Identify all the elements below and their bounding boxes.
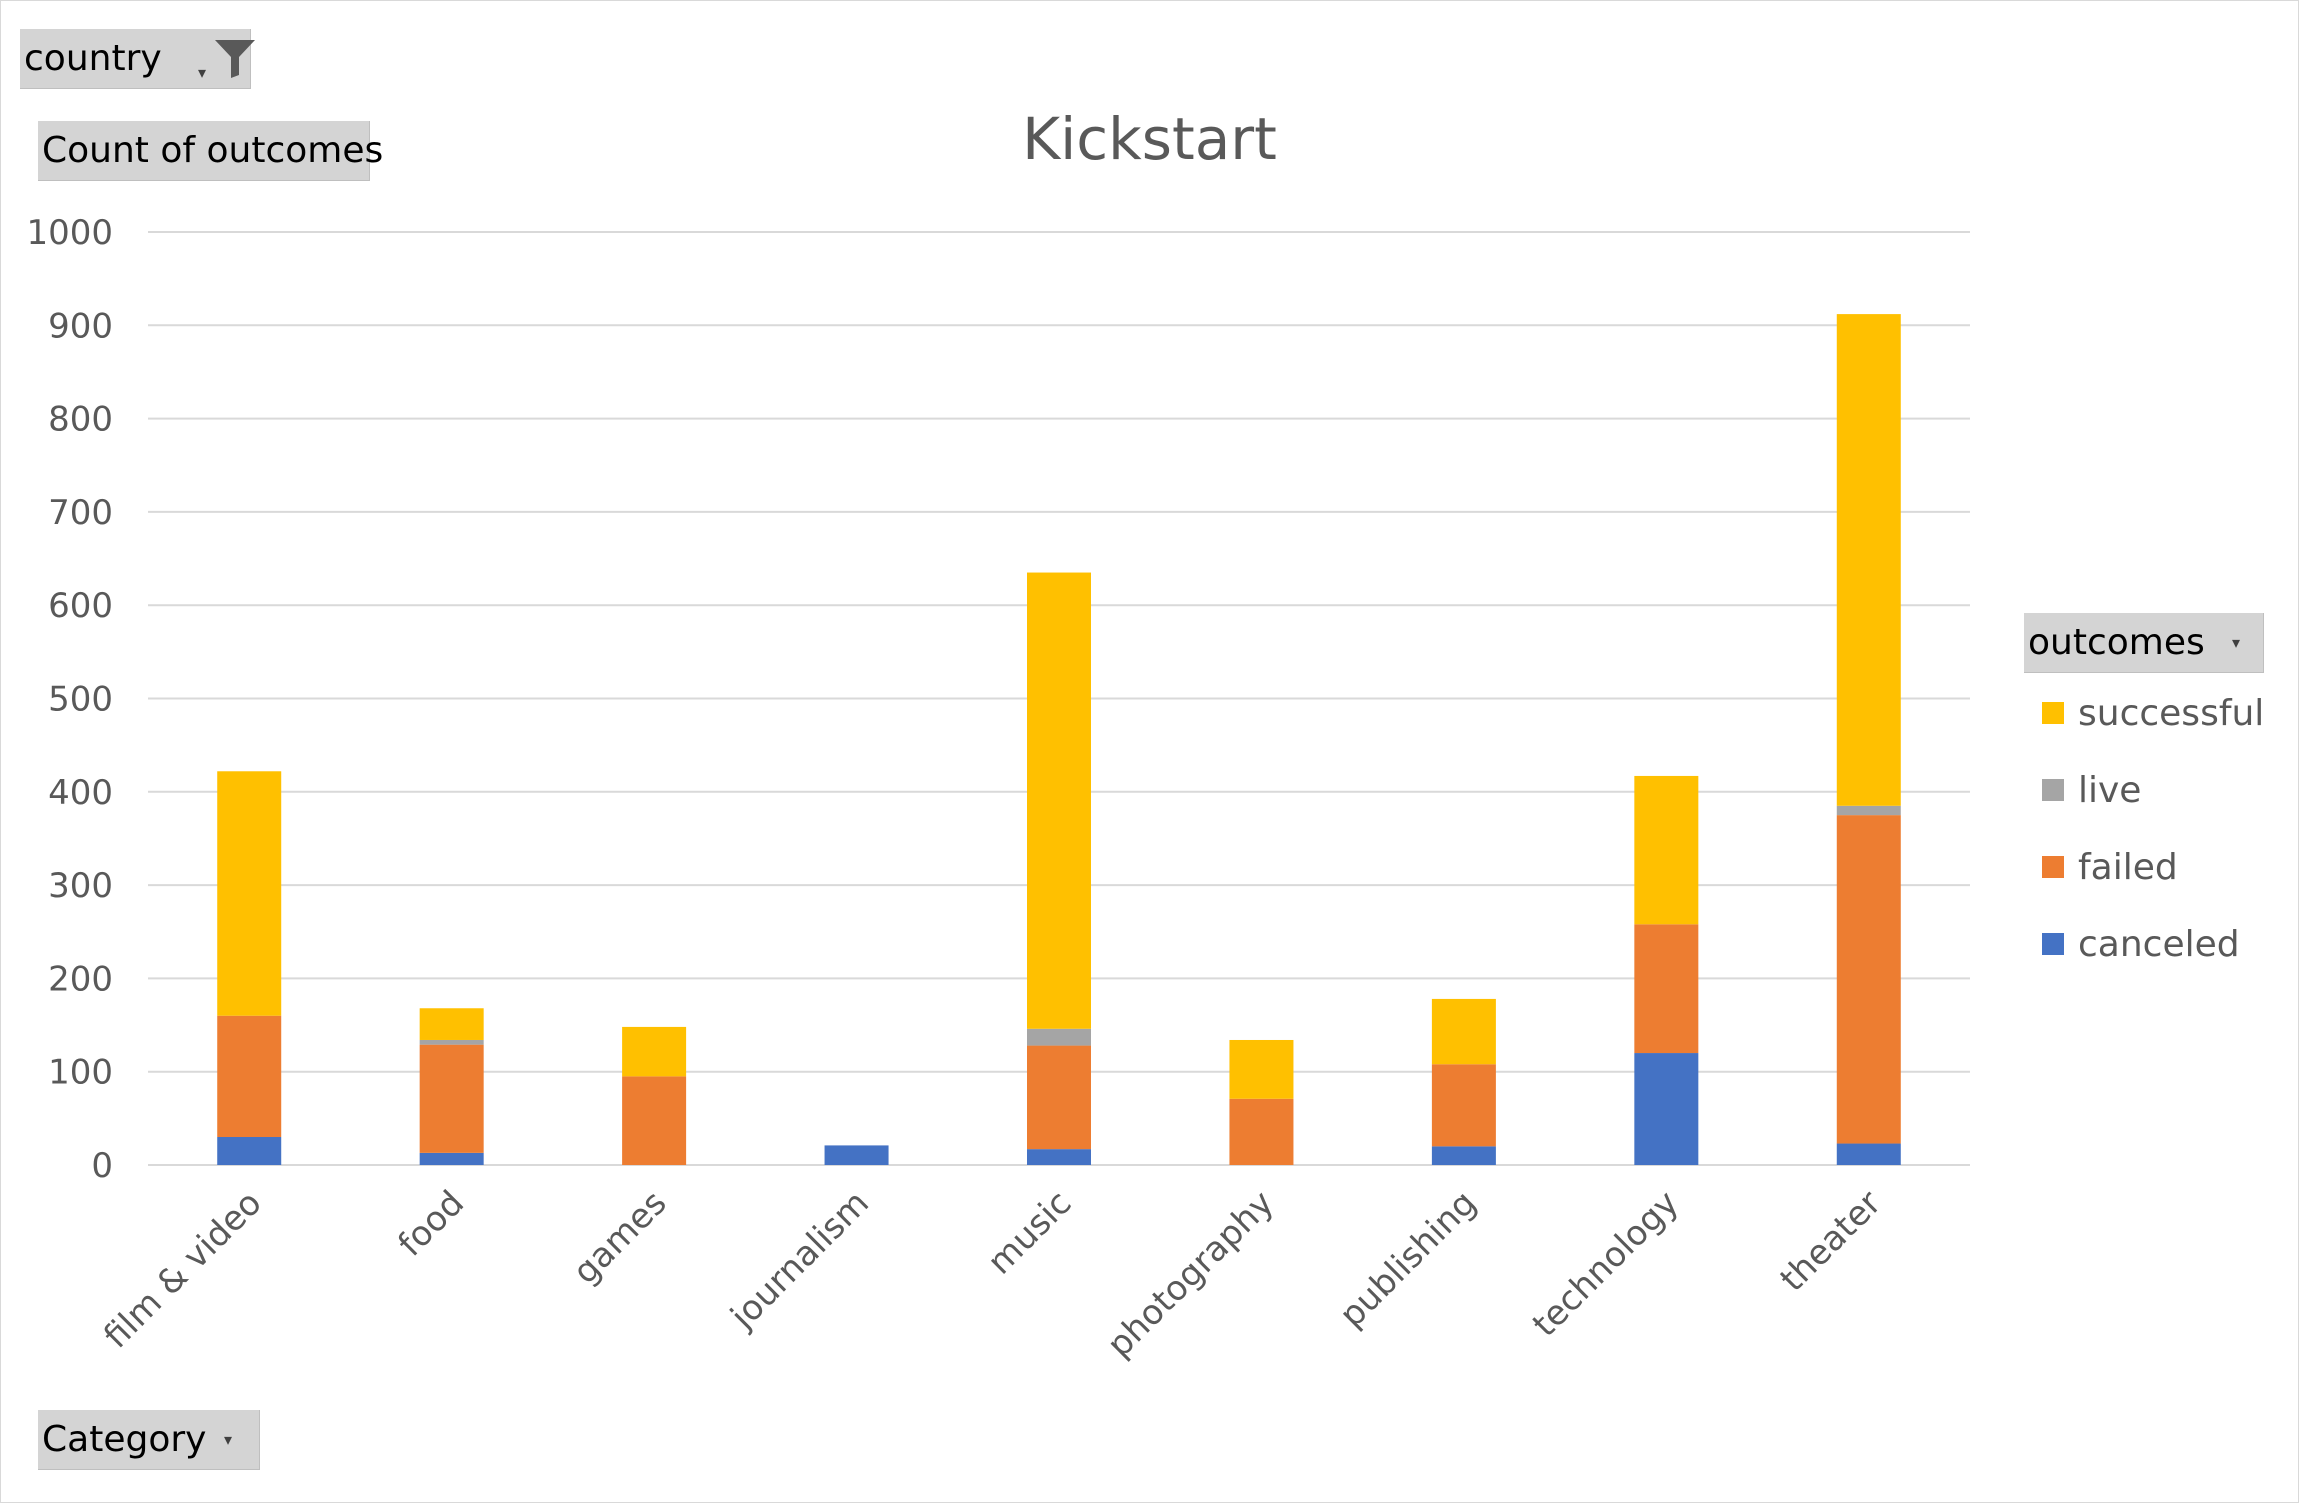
bar-live-food[interactable] bbox=[419, 1039, 484, 1045]
bar-successful-publishing[interactable] bbox=[1431, 998, 1496, 1065]
legend-item-live[interactable]: live bbox=[2042, 769, 2142, 811]
legend-item-canceled[interactable]: canceled bbox=[2042, 923, 2240, 965]
bar-successful-food[interactable] bbox=[419, 1008, 484, 1040]
dropdown-arrow-icon: ▾ bbox=[224, 1430, 233, 1449]
bar-canceled-journalism[interactable] bbox=[824, 1145, 889, 1165]
legend-swatch bbox=[2042, 933, 2064, 955]
category-field-button[interactable]: Category ▾ bbox=[38, 1410, 260, 1470]
legend-label: live bbox=[2078, 769, 2142, 811]
filter-icon bbox=[213, 38, 257, 84]
bar-live-theater[interactable] bbox=[1836, 805, 1901, 816]
y-tick-label: 200 bbox=[48, 959, 113, 999]
bar-canceled-film-video[interactable] bbox=[217, 1137, 282, 1165]
dropdown-arrow-icon: ▾ bbox=[198, 63, 207, 82]
country-filter-label: country bbox=[24, 38, 162, 79]
category-field-label: Category bbox=[42, 1419, 207, 1460]
y-tick-label: 800 bbox=[48, 400, 113, 440]
bar-successful-photography[interactable] bbox=[1229, 1039, 1294, 1099]
bar-canceled-publishing[interactable] bbox=[1431, 1146, 1496, 1165]
legend-label: successful bbox=[2078, 692, 2265, 734]
x-tick-label: film & video bbox=[96, 1183, 269, 1356]
x-tick-label: games bbox=[565, 1183, 674, 1292]
bar-live-music[interactable] bbox=[1027, 1028, 1091, 1046]
bar-failed-theater[interactable] bbox=[1836, 815, 1901, 1144]
y-tick-label: 700 bbox=[48, 493, 113, 533]
bar-failed-music[interactable] bbox=[1027, 1045, 1091, 1150]
legend-swatch bbox=[2042, 702, 2064, 724]
bar-successful-film-video[interactable] bbox=[217, 771, 282, 1016]
y-tick-label: 1000 bbox=[26, 213, 113, 253]
y-tick-label: 600 bbox=[48, 586, 113, 626]
bar-successful-theater[interactable] bbox=[1836, 314, 1901, 806]
bar-canceled-technology[interactable] bbox=[1634, 1053, 1699, 1165]
legend-swatch bbox=[2042, 856, 2064, 878]
bar-failed-publishing[interactable] bbox=[1431, 1064, 1496, 1147]
y-tick-label: 300 bbox=[48, 866, 113, 906]
x-tick-label: technology bbox=[1525, 1183, 1687, 1345]
x-tick-label: food bbox=[391, 1183, 472, 1264]
legend-field-label: outcomes bbox=[2028, 622, 2205, 663]
chart-title: Kickstart bbox=[1022, 105, 1277, 173]
bar-failed-technology[interactable] bbox=[1634, 924, 1699, 1054]
bar-canceled-food[interactable] bbox=[419, 1152, 484, 1165]
legend-swatch bbox=[2042, 779, 2064, 801]
legend-field-button[interactable]: outcomes ▾ bbox=[2024, 613, 2264, 673]
y-tick-label: 500 bbox=[48, 680, 113, 720]
y-tick-label: 100 bbox=[48, 1053, 113, 1093]
bar-canceled-music[interactable] bbox=[1027, 1149, 1091, 1165]
bar-failed-food[interactable] bbox=[419, 1044, 484, 1153]
x-tick-label: journalism bbox=[723, 1183, 877, 1337]
value-field-label: Count of outcomes bbox=[42, 130, 384, 171]
dropdown-arrow-icon: ▾ bbox=[2232, 633, 2241, 652]
bar-failed-film-video[interactable] bbox=[217, 1015, 282, 1138]
legend-label: canceled bbox=[2078, 923, 2240, 965]
country-filter-button[interactable]: country ▾ bbox=[20, 29, 255, 89]
x-tick-label: music bbox=[980, 1183, 1079, 1282]
bar-successful-technology[interactable] bbox=[1634, 775, 1699, 925]
bar-failed-games[interactable] bbox=[622, 1076, 687, 1165]
bar-successful-games[interactable] bbox=[622, 1026, 687, 1077]
bar-successful-music[interactable] bbox=[1027, 572, 1091, 1029]
legend-item-successful[interactable]: successful bbox=[2042, 692, 2265, 734]
x-tick-label: theater bbox=[1773, 1183, 1890, 1300]
x-tick-label: publishing bbox=[1332, 1183, 1484, 1335]
value-field-button[interactable]: Count of outcomes bbox=[38, 121, 383, 181]
y-tick-label: 900 bbox=[48, 306, 113, 346]
bar-failed-photography[interactable] bbox=[1229, 1098, 1294, 1165]
legend-item-failed[interactable]: failed bbox=[2042, 846, 2178, 888]
y-tick-label: 400 bbox=[48, 773, 113, 813]
y-tick-label: 0 bbox=[91, 1146, 113, 1186]
bar-canceled-theater[interactable] bbox=[1836, 1143, 1901, 1165]
legend-label: failed bbox=[2078, 846, 2178, 888]
x-tick-label: photography bbox=[1100, 1183, 1282, 1365]
